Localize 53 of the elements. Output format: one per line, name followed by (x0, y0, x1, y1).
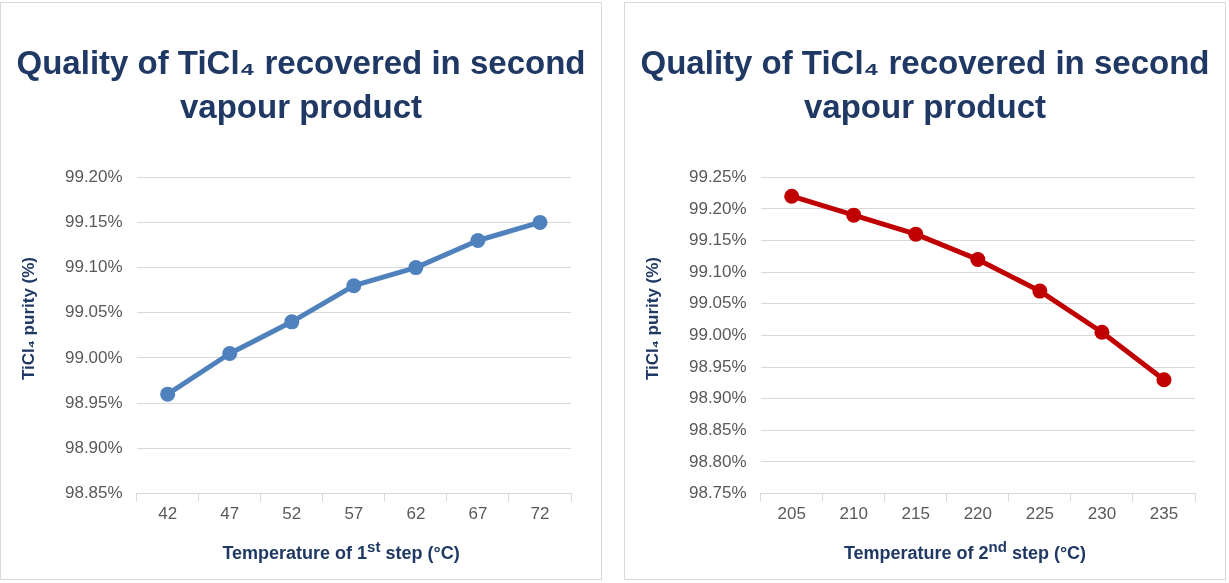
point (346, 278, 362, 294)
y-tick-label: 98.90% (688, 388, 747, 408)
y-tick-label: 99.20% (688, 198, 747, 218)
point (846, 207, 862, 223)
y-axis-title: TiCl₄ purity (%) (643, 255, 663, 382)
y-tick-label: 99.10% (688, 261, 747, 281)
point (784, 188, 800, 204)
y-tick-label: 99.05% (688, 293, 747, 313)
x-tick-label: 57 (344, 504, 364, 524)
point (970, 251, 986, 267)
chart-title: Quality of TiCl₄ recovered in second vapour product (15, 43, 587, 127)
point (908, 226, 924, 242)
x-axis-title: Temperature of 1$^{st}$ step (°C) (221, 538, 461, 564)
y-tick-label: 99.15% (64, 212, 123, 232)
x-tick-label: 72 (530, 504, 550, 524)
point (222, 345, 238, 361)
y-tick-label: 99.00% (64, 347, 123, 367)
y-tick-label: 98.75% (688, 483, 747, 503)
point (1156, 372, 1172, 388)
y-tick-label: 98.90% (64, 438, 123, 458)
x-tick-label: 42 (158, 504, 178, 524)
point (1094, 324, 1110, 340)
x-tick-label: 67 (468, 504, 488, 524)
point (532, 214, 548, 230)
y-tick-label: 98.80% (688, 451, 747, 471)
y-tick-label: 98.95% (688, 356, 747, 376)
y-tick-label: 99.15% (688, 230, 747, 250)
x-tick-label: 210 (839, 504, 868, 524)
y-tick-label: 99.00% (688, 325, 747, 345)
y-tick-label: 98.95% (64, 392, 123, 412)
point (284, 314, 300, 330)
x-tick-label: 47 (220, 504, 240, 524)
x-tick-label: 62 (406, 504, 426, 524)
y-tick-label: 99.10% (64, 257, 123, 277)
point (470, 232, 486, 248)
x-tick-label: 220 (963, 504, 993, 524)
point (1032, 283, 1048, 299)
x-tick-label: 230 (1087, 504, 1117, 524)
x-tick-label: 235 (1149, 504, 1179, 524)
y-tick-label: 99.20% (64, 166, 123, 186)
x-tick-label: 205 (777, 504, 806, 524)
y-tick-label: 99.25% (688, 166, 747, 186)
y-tick-label: 98.85% (64, 483, 123, 503)
x-tick-label: 225 (1025, 504, 1055, 524)
y-tick-label: 98.85% (688, 420, 747, 440)
chart-title: Quality of TiCl₄ recovered in second vapour product (639, 43, 1211, 127)
x-tick-label: 52 (282, 504, 302, 524)
y-axis-title: TiCl₄ purity (%) (19, 255, 39, 382)
point (160, 386, 176, 402)
x-axis-title: Temperature of 2$^{nd}$ step (°C) (842, 538, 1088, 564)
x-tick-label: 215 (901, 504, 930, 524)
point (408, 260, 424, 276)
y-tick-label: 99.05% (64, 302, 123, 322)
